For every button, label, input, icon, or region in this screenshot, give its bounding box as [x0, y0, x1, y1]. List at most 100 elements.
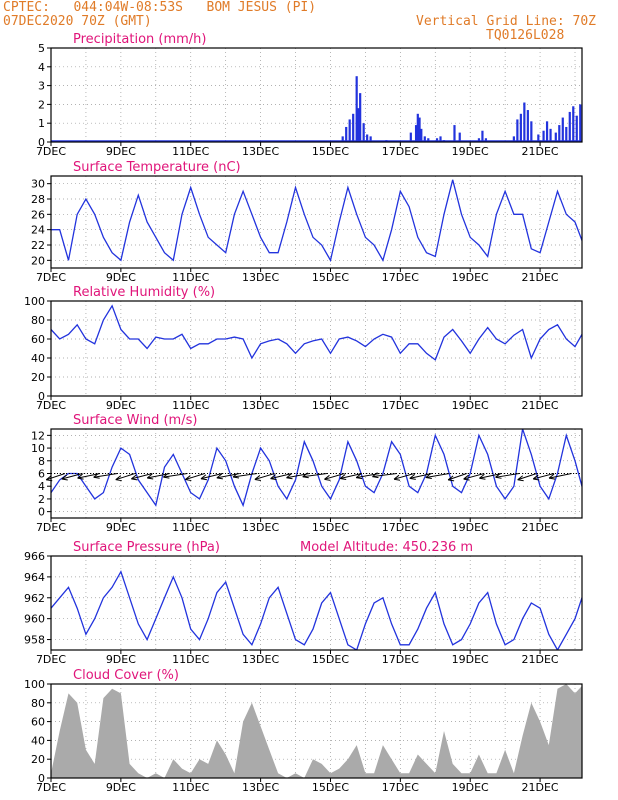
x-tick-label: 15DEC: [312, 521, 349, 534]
precip-bar: [348, 119, 351, 142]
grid: [50, 300, 582, 397]
x-tick-label: 19DEC: [452, 271, 489, 284]
wind-arrow: [324, 473, 345, 480]
precip-bar: [572, 106, 575, 142]
precip-bar: [545, 121, 549, 142]
precip-bar: [530, 121, 533, 142]
wind-arrowhead: [200, 474, 208, 481]
wind-arrow: [372, 473, 397, 478]
y-tick-label: 28: [31, 193, 45, 206]
wind-arrowhead: [115, 475, 122, 482]
panel-2: Surface Temperature (nC) 20 22 24 26 28 30 7DEC…: [31, 160, 583, 284]
precip-bar: [423, 136, 426, 142]
y-tick-label: 10: [31, 442, 45, 455]
precip-bar: [418, 117, 421, 142]
header-datetime: 07DEC2020 70Z (GMT): [3, 14, 152, 29]
x-tick-label: 9DEC: [106, 521, 136, 534]
wind-arrowhead: [286, 473, 293, 480]
x-tick-label: 11DEC: [172, 781, 209, 794]
wind-arrowhead: [393, 474, 401, 481]
precip-bar: [357, 108, 360, 142]
wind-arrowhead: [517, 475, 524, 482]
x-tick-label: 21DEC: [522, 145, 559, 158]
wind-arrowhead: [163, 472, 170, 479]
wind-arrow: [340, 473, 363, 479]
precip-bar: [458, 132, 461, 142]
grid: [50, 176, 582, 268]
x-tick-label: 7DEC: [36, 521, 66, 534]
panel-frame: [50, 428, 583, 519]
x-tick-label: 7DEC: [36, 653, 66, 666]
y-tick-label: 0: [38, 506, 45, 519]
wind-arrowhead: [409, 473, 416, 480]
wind-arrow: [185, 473, 205, 481]
series-line: [51, 304, 582, 361]
y-tick-label: 20: [31, 254, 45, 267]
wind-arrowhead: [77, 473, 84, 480]
panel-3: Relative Humidity (%) 0 20 40 60 80 100 7DEC 9DE…: [24, 285, 583, 412]
y-tick-label: 5: [38, 42, 45, 55]
wind-arrow: [533, 473, 555, 480]
precip-bar: [549, 128, 552, 142]
y-tick-label: 960: [24, 613, 45, 626]
y-tick-label: 2: [38, 493, 45, 506]
wind-arrow: [463, 473, 485, 480]
precip-bar: [435, 138, 439, 142]
x-tick-label: 19DEC: [452, 145, 489, 158]
x-tick-label: 11DEC: [172, 145, 209, 158]
x-tick-label: 15DEC: [312, 653, 349, 666]
wind-arrowhead: [548, 473, 556, 480]
wind-arrowhead: [463, 474, 470, 481]
x-tick-label: 7DEC: [36, 145, 66, 158]
x-tick-label: 21DEC: [522, 521, 559, 534]
y-tick-label: 1: [38, 117, 45, 130]
panel-title: Surface Pressure (hPa): [73, 540, 220, 555]
x-tick-label: 13DEC: [242, 271, 279, 284]
precip-bar: [369, 136, 372, 142]
precip-bar: [414, 125, 418, 142]
x-tick-label: 13DEC: [242, 781, 279, 794]
x-tick-label: 13DEC: [242, 653, 279, 666]
grid: [50, 429, 582, 518]
precip-bar: [420, 128, 423, 142]
wind-arrowhead: [131, 474, 138, 481]
x-tick-label: 21DEC: [522, 399, 559, 412]
wind-arrow: [393, 473, 415, 480]
precip-bar: [352, 113, 355, 142]
wind-arrowhead: [355, 473, 363, 480]
panel-6: Cloud Cover (%) 0 20 40 60 80 100 7DEC 9DEC 11DEC…: [24, 668, 583, 794]
precip-bar: [565, 126, 568, 142]
x-tick-label: 19DEC: [452, 399, 489, 412]
precip-bar: [523, 102, 526, 142]
precip-bar: [519, 113, 522, 142]
y-tick-label: 0: [38, 136, 45, 149]
header-station: CPTEC: 044:04W-08:53S BOM JESUS (PI): [3, 0, 317, 15]
y-tick-label: 0: [38, 772, 45, 785]
precip-bar: [477, 138, 481, 142]
x-tick-label: 19DEC: [452, 653, 489, 666]
x-tick-label: 21DEC: [522, 271, 559, 284]
precip-bar: [345, 126, 348, 142]
y-tick-label: 60: [31, 716, 45, 729]
precip-bar: [568, 111, 571, 142]
precip-bar: [359, 93, 362, 142]
wind-arrowhead: [447, 475, 455, 482]
panel-title: Surface Wind (m/s): [73, 413, 197, 428]
x-tick-label: 19DEC: [452, 521, 489, 534]
wind-arrow: [232, 473, 258, 478]
panel-frame: [50, 555, 583, 651]
wind-arrowhead: [495, 472, 502, 479]
x-tick-label: 17DEC: [382, 399, 419, 412]
x-tick-label: 11DEC: [172, 521, 209, 534]
x-tick-label: 21DEC: [522, 653, 559, 666]
x-tick-label: 15DEC: [312, 781, 349, 794]
precip-bar: [554, 132, 557, 142]
x-tick-label: 17DEC: [382, 521, 419, 534]
panel-title: Precipitation (mm/h): [73, 32, 206, 47]
x-tick-label: 13DEC: [242, 521, 279, 534]
precip-bar: [341, 136, 344, 142]
wind-arrow: [77, 473, 101, 479]
wind-arrow: [517, 473, 537, 481]
precip-bar: [512, 136, 515, 142]
